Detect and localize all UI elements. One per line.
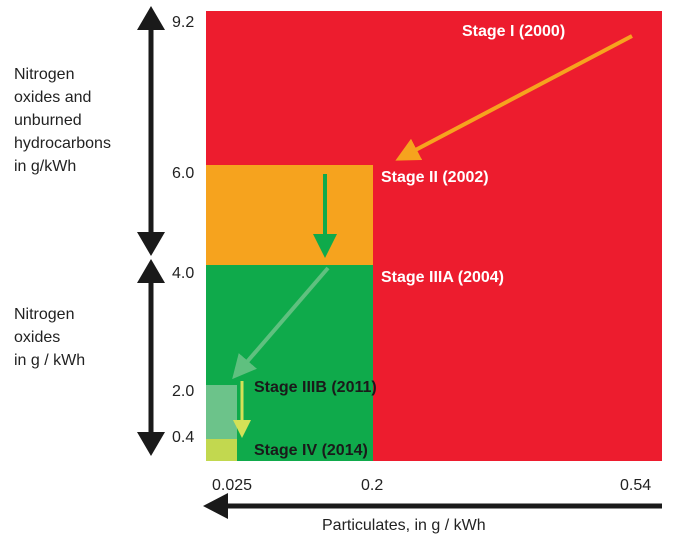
x-tick-label: 0.2: [361, 477, 383, 494]
stage2-region: [206, 165, 373, 265]
stage4-label: Stage IV (2014): [254, 442, 368, 459]
stage3b-label: Stage IIIB (2011): [254, 379, 377, 396]
y-tick-label: 2.0: [172, 383, 194, 400]
nox-axis-label: Nitrogen oxides in g / kWh: [14, 306, 85, 369]
stage2-label: Stage II (2002): [381, 169, 489, 186]
stage3a-label: Stage IIIA (2004): [381, 269, 504, 286]
x-tick-label: 0.54: [620, 477, 651, 494]
stage1-label: Stage I (2000): [462, 23, 565, 40]
arrow-stage3a-to-stage3b: [232, 266, 330, 380]
x-axis-label: Particulates, in g / kWh: [322, 517, 486, 534]
y-tick-label: 4.0: [172, 265, 194, 282]
nox-hc-range-arrow: [137, 6, 165, 256]
x-tick-label: 0.025: [212, 477, 252, 494]
stage4-region: [206, 439, 237, 461]
nox-range-arrow: [137, 259, 165, 456]
arrow-stage1-to-stage2: [395, 34, 633, 161]
particulates-arrow: [203, 493, 662, 519]
stage3b-region: [206, 385, 237, 439]
y-tick-label: 6.0: [172, 165, 194, 182]
y-tick-label: 0.4: [172, 429, 194, 446]
y-tick-label: 9.2: [172, 14, 194, 31]
nox-hc-axis-label: Nitrogen oxides and unburned hydrocarbon…: [14, 66, 115, 175]
